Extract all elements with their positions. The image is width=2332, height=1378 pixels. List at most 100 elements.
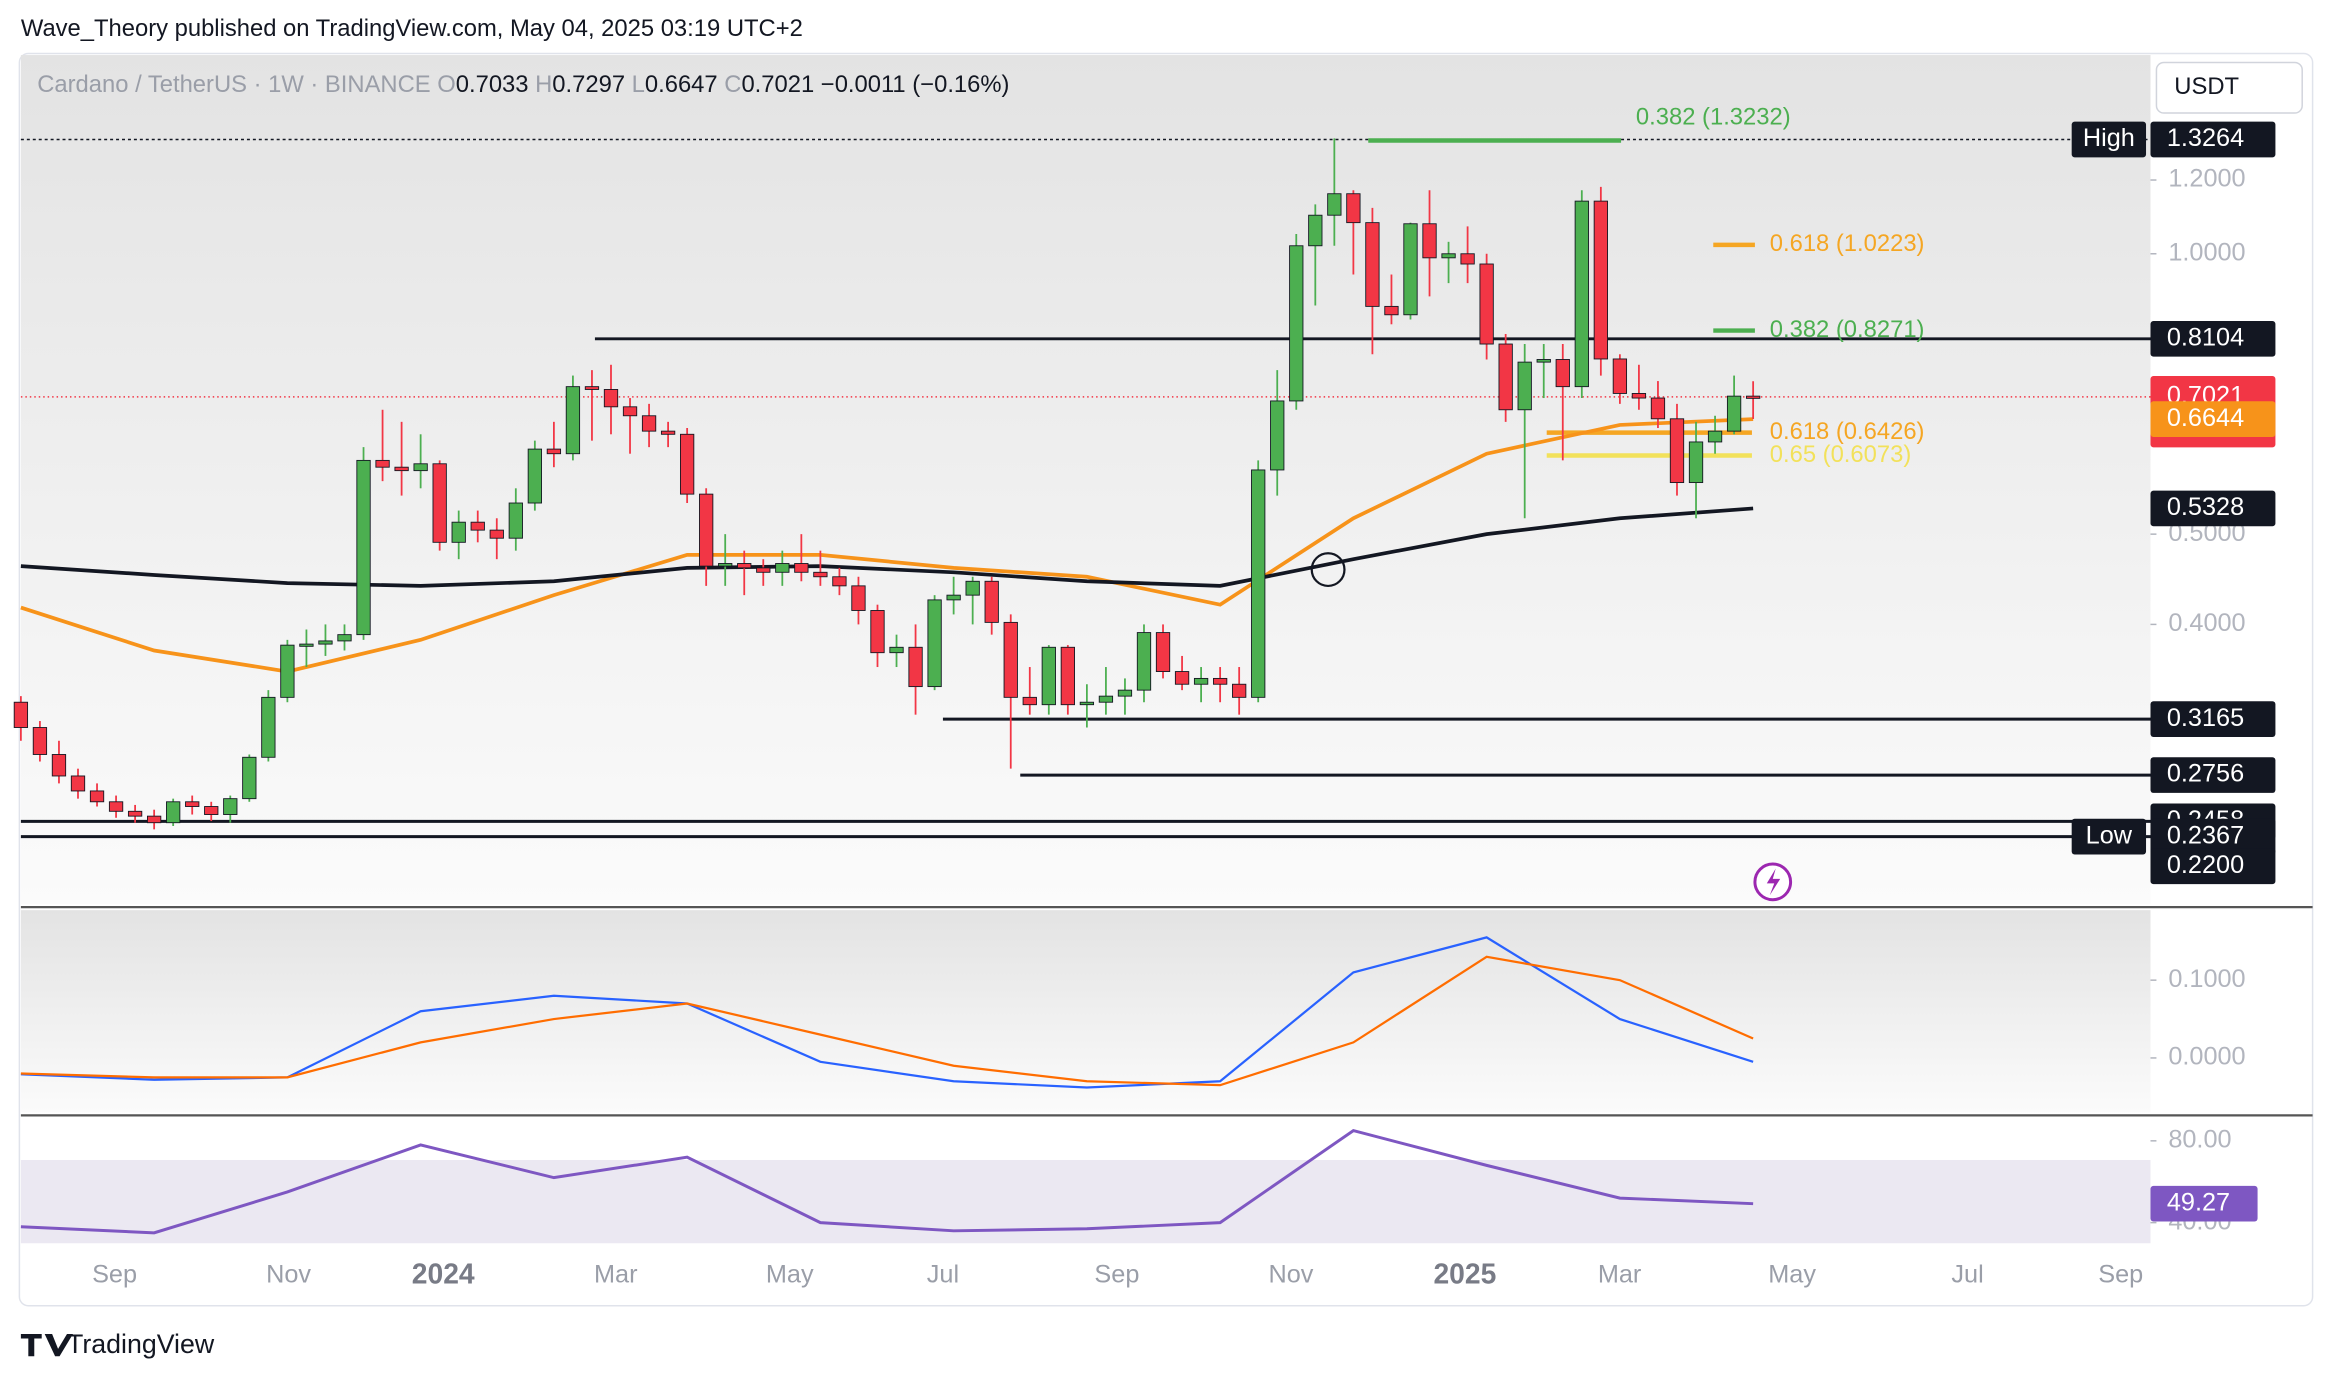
candle-body xyxy=(1346,193,1361,224)
candle-body xyxy=(1498,343,1513,411)
marker-circle xyxy=(1310,552,1346,588)
x-tick-label: Nov xyxy=(1268,1261,1313,1289)
price-label-box xyxy=(2150,701,2276,737)
candle-body xyxy=(108,801,124,812)
candle-body xyxy=(166,801,181,824)
currency[interactable]: USDT xyxy=(2174,73,2239,100)
candle-body xyxy=(1612,358,1628,394)
candle-body xyxy=(489,529,504,539)
candle-body xyxy=(1574,200,1589,388)
x-tick-label: May xyxy=(766,1261,814,1289)
candle-body xyxy=(1460,253,1475,265)
fib-label: 0.382 (1.3232) xyxy=(1636,103,1791,130)
x-tick-label: Jul xyxy=(927,1261,959,1289)
rsi-line xyxy=(20,1129,1754,1235)
price-label-box xyxy=(2150,320,2276,357)
candle-body xyxy=(565,386,581,455)
alert-bolt xyxy=(1766,868,1781,896)
candle-body xyxy=(927,599,942,688)
candle-body xyxy=(1536,359,1551,363)
candle-body xyxy=(641,415,657,432)
candle-body xyxy=(1726,395,1742,432)
candle-body xyxy=(622,406,638,417)
ohlc-key: O xyxy=(437,72,456,99)
candle-body xyxy=(1479,263,1494,345)
price-label: 0.8104 xyxy=(2167,323,2244,351)
candle-body xyxy=(1117,689,1133,697)
candle-body xyxy=(1403,223,1418,316)
candle-body xyxy=(737,563,752,569)
ohlc-key: H xyxy=(535,72,552,99)
x-tick-label: Nov xyxy=(266,1261,311,1289)
price-label: 0.3165 xyxy=(2167,704,2244,732)
ohlc-value: 0.7033 xyxy=(456,72,529,99)
candle-body xyxy=(1022,696,1037,706)
price-label: 0.2756 xyxy=(2167,760,2244,788)
candle-body xyxy=(299,643,314,647)
publisher: Wave_Theory published on TradingView.com… xyxy=(21,15,803,42)
ma-label-box xyxy=(2150,401,2276,438)
change-pct: (−0.16%) xyxy=(912,72,1009,99)
main-pane xyxy=(20,55,2151,905)
symbol: Cardano / TetherUS · 1W · BINANCE xyxy=(37,72,430,99)
x-tick-label: 2025 xyxy=(1433,1257,1496,1289)
moving-average xyxy=(20,417,1754,674)
candle-body xyxy=(1308,214,1323,247)
candle-body xyxy=(679,433,695,495)
candle-body xyxy=(1289,245,1304,402)
candle-body xyxy=(775,563,790,573)
ma-label: 0.5328 xyxy=(2167,493,2244,521)
macd-line xyxy=(20,936,1754,1089)
candle-body xyxy=(185,801,200,807)
x-tick-label: Sep xyxy=(92,1261,137,1289)
candle-body xyxy=(470,521,485,531)
ma-label-box xyxy=(2150,490,2276,527)
candle-body xyxy=(413,463,428,472)
rsi-label-box xyxy=(2150,1185,2258,1222)
candle-body xyxy=(1232,683,1247,698)
candle-body xyxy=(223,798,238,815)
price-label: 0.2367 xyxy=(2167,821,2244,849)
x-tick-label: Jul xyxy=(1951,1261,1983,1289)
currency-button[interactable] xyxy=(2155,61,2303,114)
candle-body xyxy=(1669,418,1685,484)
candle-body xyxy=(965,580,980,596)
x-tick-label: May xyxy=(1768,1261,1816,1289)
rsi-tick-label: 80.00 xyxy=(2168,1126,2231,1154)
candle-body xyxy=(832,576,847,587)
candle-body xyxy=(451,521,466,543)
candle-body xyxy=(1060,646,1075,706)
candle-body xyxy=(527,448,542,504)
tag-label: Low xyxy=(2086,821,2133,849)
candle-body xyxy=(984,580,999,623)
candle-body xyxy=(1593,200,1608,360)
candle-body xyxy=(280,644,295,698)
candle-body xyxy=(261,696,276,758)
x-tick-label: Sep xyxy=(1094,1261,1139,1289)
candle-body xyxy=(889,646,904,654)
candle-body xyxy=(851,585,866,611)
rsi-label: 49.27 xyxy=(2167,1188,2230,1216)
candle-body xyxy=(1688,441,1704,484)
x-tick-label: Mar xyxy=(594,1261,638,1289)
price-label-box xyxy=(2150,818,2276,855)
candle-body xyxy=(432,463,447,543)
candle-body xyxy=(870,610,885,654)
x-tick-label: Mar xyxy=(1598,1261,1642,1289)
candle-body xyxy=(603,389,619,408)
tag-label: High xyxy=(2083,124,2135,152)
candle-body xyxy=(146,815,162,824)
footer-brand: TradingView xyxy=(67,1329,215,1359)
tag-box xyxy=(2071,121,2147,158)
candle-body xyxy=(70,775,86,792)
candle-body xyxy=(375,459,390,468)
candle-body xyxy=(946,594,961,601)
candle-body xyxy=(204,806,219,815)
candle-body xyxy=(1422,223,1437,259)
candle-body xyxy=(794,563,809,573)
tag-box xyxy=(2071,818,2147,855)
ma-label: 0.6644 xyxy=(2167,404,2244,432)
candle-body xyxy=(356,459,371,636)
